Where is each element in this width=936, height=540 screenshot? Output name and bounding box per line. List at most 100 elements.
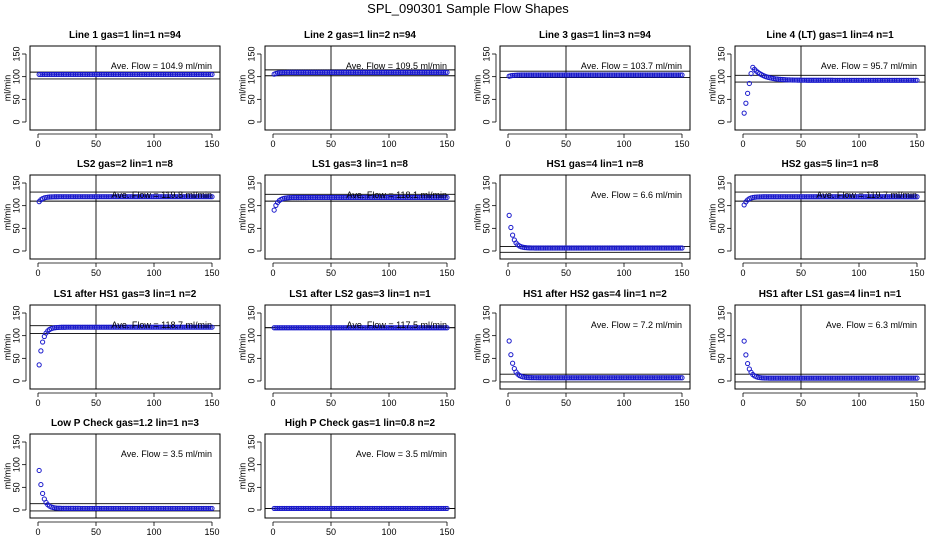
data-point xyxy=(389,69,395,75)
x-tick-label: 150 xyxy=(909,139,924,149)
data-point xyxy=(209,71,215,78)
data-point xyxy=(852,194,858,200)
data-point xyxy=(389,505,395,512)
data-point xyxy=(380,325,386,331)
data-point xyxy=(122,324,129,330)
data-point xyxy=(437,194,443,201)
data-point xyxy=(311,69,317,75)
data-point xyxy=(442,505,448,512)
plot-frame xyxy=(499,174,691,260)
data-point xyxy=(650,245,656,251)
data-point xyxy=(650,72,656,78)
data-point xyxy=(397,325,403,331)
plot-frame xyxy=(734,304,926,390)
data-point xyxy=(808,194,815,200)
data-point xyxy=(643,375,649,381)
x-tick-label: 100 xyxy=(851,268,866,278)
data-point xyxy=(74,194,80,200)
data-point xyxy=(98,194,104,200)
data-point xyxy=(601,375,607,381)
data-point xyxy=(833,375,839,381)
data-point xyxy=(608,245,614,251)
data-point xyxy=(789,194,796,200)
data-point xyxy=(148,324,155,330)
data-point xyxy=(114,194,120,200)
data-point xyxy=(65,194,72,200)
data-point xyxy=(299,505,305,512)
data-point xyxy=(523,245,530,251)
data-point xyxy=(171,71,177,78)
data-point xyxy=(631,245,637,251)
data-point xyxy=(677,375,683,381)
y-tick-label: 150 xyxy=(481,305,491,320)
data-point xyxy=(900,77,906,83)
data-point xyxy=(202,505,208,512)
data-point xyxy=(152,324,158,330)
data-point xyxy=(178,71,184,78)
data-point xyxy=(299,325,305,331)
data-point xyxy=(897,375,903,381)
data-point xyxy=(878,77,884,83)
data-point xyxy=(764,375,770,381)
data-point xyxy=(444,505,450,512)
x-tick-label: 50 xyxy=(796,398,806,408)
data-point xyxy=(195,324,201,330)
data-point xyxy=(553,245,559,251)
data-point xyxy=(69,71,75,78)
data-point xyxy=(900,194,906,200)
data-point xyxy=(287,505,293,512)
x-tick-label: 100 xyxy=(616,268,631,278)
data-point xyxy=(321,69,327,75)
data-point xyxy=(523,72,530,78)
data-point xyxy=(169,194,175,200)
data-point xyxy=(394,325,400,331)
data-point xyxy=(131,71,137,78)
data-point xyxy=(836,77,842,83)
data-point xyxy=(415,69,421,75)
data-point xyxy=(757,194,763,200)
data-point xyxy=(679,375,685,381)
data-point xyxy=(885,375,891,381)
data-point xyxy=(173,324,179,330)
data-point xyxy=(537,245,543,251)
data-point xyxy=(385,505,391,512)
data-point xyxy=(207,71,213,78)
data-point xyxy=(351,325,357,331)
data-point xyxy=(910,375,917,381)
x-tick-label: 0 xyxy=(270,268,275,278)
data-point xyxy=(288,325,295,331)
x-tick-label: 100 xyxy=(851,139,866,149)
data-point xyxy=(769,194,775,200)
data-point xyxy=(378,325,384,331)
data-point xyxy=(605,375,611,381)
data-point xyxy=(620,72,626,78)
data-point xyxy=(50,71,56,78)
data-point xyxy=(824,77,830,83)
y-tick-label: 50 xyxy=(11,482,21,492)
data-point xyxy=(808,77,815,83)
data-point xyxy=(292,194,298,201)
data-point xyxy=(338,505,345,512)
data-point xyxy=(136,324,143,330)
data-point xyxy=(287,325,293,331)
data-point xyxy=(798,77,804,83)
data-point xyxy=(605,72,611,78)
data-point xyxy=(786,194,792,200)
x-tick-label: 50 xyxy=(91,139,101,149)
data-point xyxy=(563,245,569,251)
x-tick-label: 150 xyxy=(439,398,454,408)
data-point xyxy=(205,71,212,78)
data-point xyxy=(337,505,343,512)
data-point xyxy=(907,375,913,381)
data-point xyxy=(622,245,628,251)
data-point xyxy=(112,505,118,512)
data-point xyxy=(304,69,310,75)
data-point xyxy=(76,194,82,200)
data-point xyxy=(204,71,210,78)
data-point xyxy=(71,71,77,78)
data-point xyxy=(639,245,645,251)
data-point xyxy=(280,69,286,76)
data-point xyxy=(430,69,436,75)
data-point xyxy=(78,71,84,78)
